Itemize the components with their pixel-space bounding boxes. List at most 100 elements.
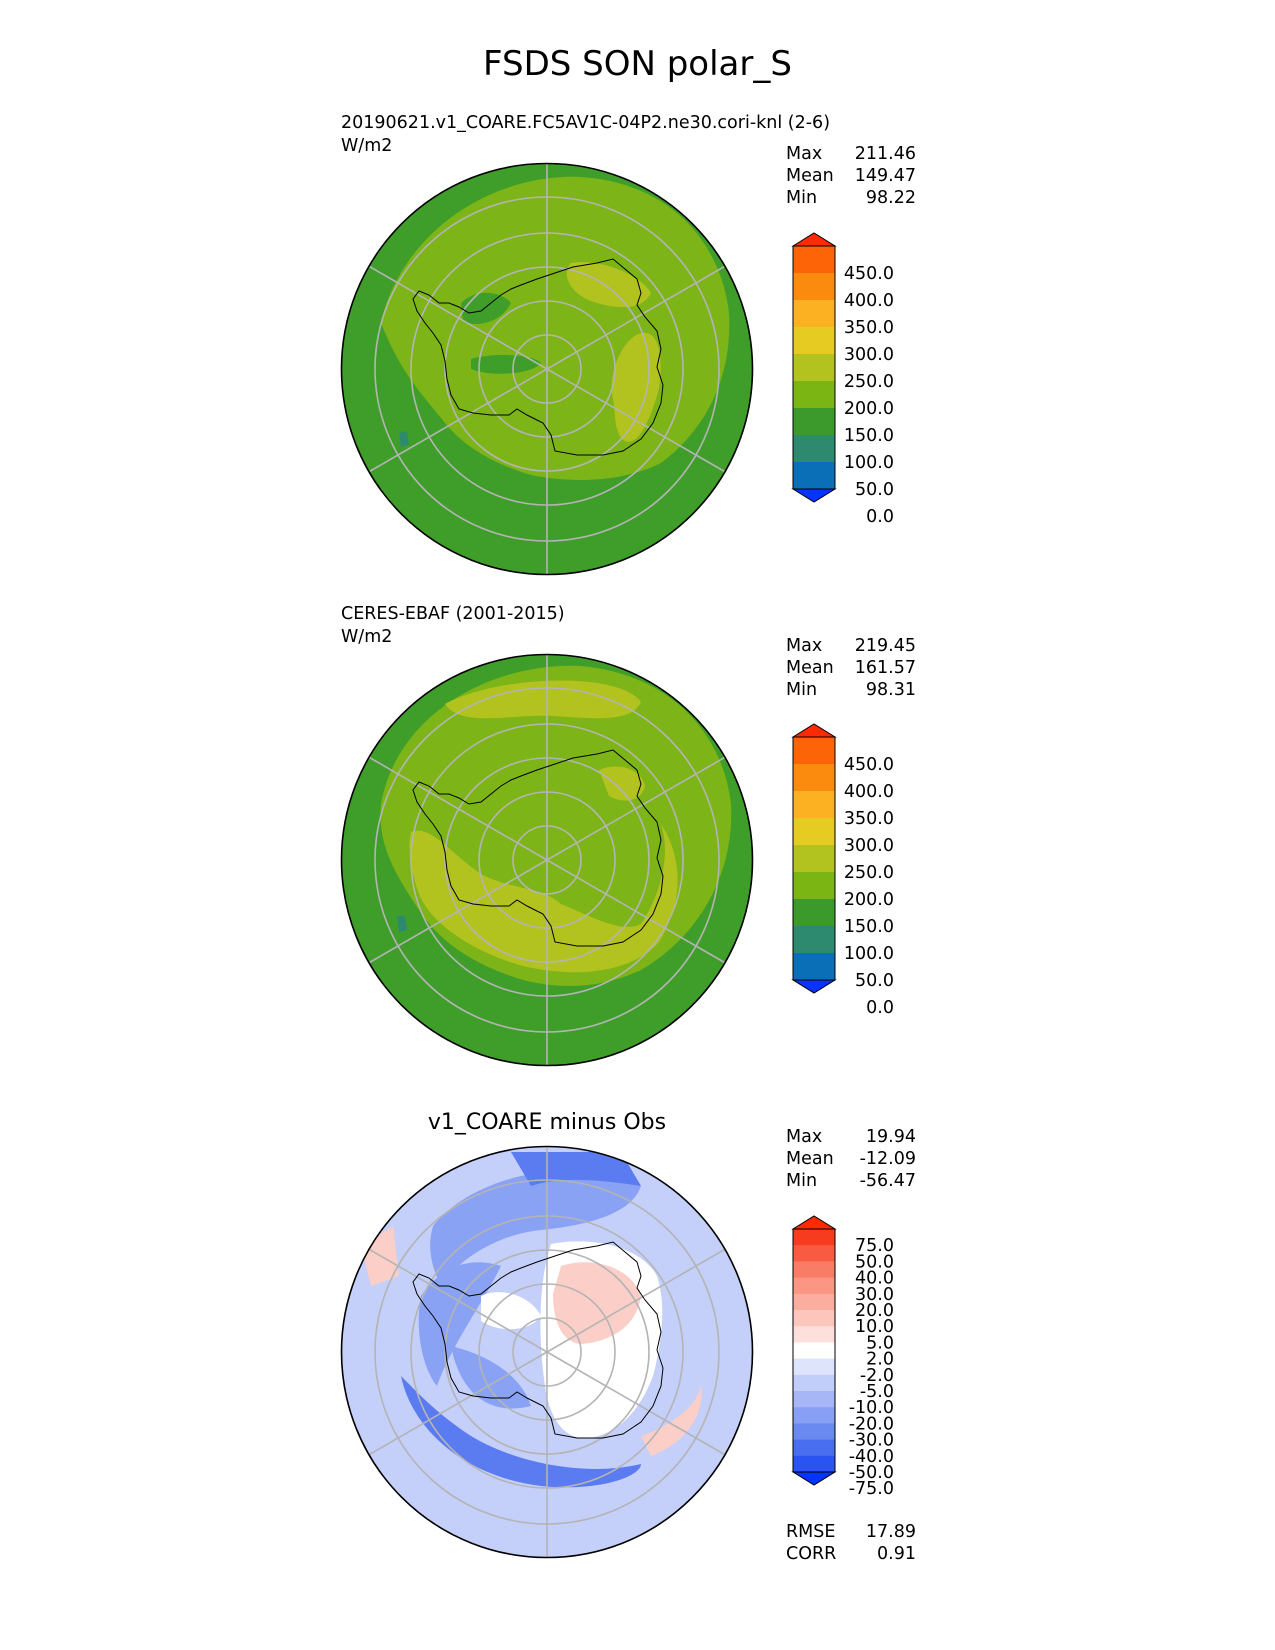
- colorbar-segment: [793, 1358, 835, 1376]
- colorbar-segment: [793, 462, 835, 490]
- stat-min-label: Min: [786, 1171, 818, 1191]
- colorbar-tick-label: 200.0: [844, 399, 894, 419]
- map-border: [340, 1145, 754, 1559]
- strong-negative-region: [401, 1376, 641, 1488]
- stat-max-label: Max: [786, 636, 823, 656]
- stat-mean-value: 149.47: [854, 166, 916, 186]
- colorbar-segment: [793, 354, 835, 382]
- meridian-line: [368, 265, 548, 370]
- colorbar-tick-label: 50.0: [855, 971, 894, 991]
- stat-mean-label: Mean: [786, 1149, 834, 1169]
- negative-region: [451, 1346, 531, 1409]
- panel-2-colorbar: 450.0 400.0 350.0 300.0 250.0 200.0 150.0 100.0…: [791, 723, 894, 1018]
- colorbar-tick-label: 350.0: [844, 809, 894, 829]
- coastline: [412, 258, 664, 456]
- colorbar-segment: [793, 1391, 835, 1408]
- panel-2-caption: CERES-EBAF (2001-2015): [341, 604, 565, 624]
- meridian-line: [368, 756, 548, 861]
- colorbar-tick-label: 300.0: [844, 345, 894, 365]
- metric-rmse-value: 17.89: [865, 1522, 916, 1542]
- colorbar-segment: [793, 435, 835, 463]
- field: [341, 1146, 753, 1558]
- stat-mean-value: 161.57: [854, 658, 916, 678]
- colorbar-tick-label: -20.0: [849, 1414, 894, 1434]
- colorbar-segment: [793, 246, 835, 274]
- stat-mean-label: Mean: [786, 166, 834, 186]
- map-border: [340, 162, 754, 576]
- colorbar-segment: [793, 845, 835, 873]
- coastline: [412, 749, 664, 947]
- panel-3-colorbar: 75.050.040.030.020.010.05.02.0-2.0-5.0-1…: [791, 1215, 894, 1499]
- colorbar-tick-label: 150.0: [844, 426, 894, 446]
- stat-min-label: Min: [786, 188, 818, 208]
- colorbar-tick-label: 150.0: [844, 917, 894, 937]
- colorbar-segment: [793, 791, 835, 819]
- colorbar-segment: [793, 1293, 835, 1311]
- colorbar-extend-min: [791, 979, 837, 994]
- colorbar-tick-label: 2.0: [866, 1350, 894, 1370]
- meridian-line: [368, 1248, 548, 1353]
- colorbar-tick-label: 400.0: [844, 782, 894, 802]
- stat-max-label: Max: [786, 1127, 823, 1147]
- map-border: [340, 653, 754, 1067]
- positive-region: [641, 1386, 702, 1456]
- colorbar-extend-max: [791, 1215, 837, 1230]
- panel-3-polar-map: [340, 1145, 754, 1559]
- colorbar-segment: [793, 953, 835, 981]
- colorbar-tick-label: 100.0: [844, 453, 894, 473]
- colorbar-tick-label: 5.0: [866, 1333, 894, 1353]
- panel-2-stats: Max 219.45 Mean 161.57 Min 98.31: [786, 635, 916, 701]
- positive-region: [553, 1262, 641, 1344]
- colorbar-tick-label: 75.0: [855, 1236, 894, 1256]
- colorbar-segment: [793, 381, 835, 409]
- colorbar-segment: [793, 1277, 835, 1295]
- meridian-line: [546, 1351, 726, 1456]
- metric-rmse-label: RMSE: [786, 1522, 836, 1542]
- colorbar-segment: [793, 926, 835, 954]
- stat-mean-value: -12.09: [859, 1149, 916, 1169]
- colorbar-segment: [793, 818, 835, 846]
- stat-mean-label: Mean: [786, 658, 834, 678]
- colorbar-segment: [793, 1229, 835, 1246]
- colorbar-frame: [792, 1228, 836, 1473]
- colorbar-segment: [793, 408, 835, 436]
- stat-max-value: 211.46: [854, 144, 916, 164]
- negative-region: [430, 1169, 641, 1286]
- colorbar-tick-label: -50.0: [849, 1463, 894, 1483]
- metric-corr-label: CORR: [786, 1544, 837, 1564]
- colorbar-tick-label: -5.0: [860, 1382, 894, 1402]
- meridian-line: [368, 859, 548, 964]
- colorbar-tick-label: 40.0: [855, 1269, 894, 1289]
- colorbar-tick-label: -75.0: [849, 1479, 894, 1499]
- stat-max-value: 219.45: [854, 636, 916, 656]
- colorbar-segment: [793, 899, 835, 927]
- meridian-line: [546, 756, 726, 861]
- colorbar-tick-label: -30.0: [849, 1431, 894, 1451]
- figure-title: FSDS SON polar_S: [483, 44, 792, 84]
- stat-max-label: Max: [786, 144, 823, 164]
- stat-min-value: 98.31: [865, 680, 916, 700]
- low-value-region: [471, 354, 541, 374]
- panel-1-units: W/m2: [341, 136, 393, 156]
- high-value-region: [445, 680, 641, 719]
- colorbar-segment: [793, 1407, 835, 1424]
- colorbar-tick-label: -10.0: [849, 1398, 894, 1418]
- colorbar-frame: [792, 736, 836, 981]
- panel-2-polar-map: [340, 653, 754, 1067]
- colorbar-segment: [793, 1245, 835, 1262]
- colorbar-tick-label: 20.0: [855, 1301, 894, 1321]
- high-value-region: [566, 262, 651, 308]
- panel-1-caption: 20190621.v1_COARE.FC5AV1C-04P2.ne30.cori…: [341, 113, 831, 133]
- negative-region: [418, 1262, 501, 1386]
- colorbar-tick-label: 100.0: [844, 944, 894, 964]
- colorbar-tick-label: 50.0: [855, 480, 894, 500]
- panel-3-stats: Max 19.94 Mean -12.09 Min -56.47: [786, 1126, 916, 1192]
- colorbar-segment: [793, 1423, 835, 1441]
- colorbar-segment: [793, 1326, 835, 1343]
- colorbar-tick-label: 450.0: [844, 264, 894, 284]
- colorbar-extend-min: [791, 1471, 837, 1486]
- high-value-region: [409, 824, 678, 973]
- colorbar-segment: [793, 872, 835, 900]
- colorbar-segment: [793, 737, 835, 765]
- colorbar-segment: [793, 1342, 835, 1360]
